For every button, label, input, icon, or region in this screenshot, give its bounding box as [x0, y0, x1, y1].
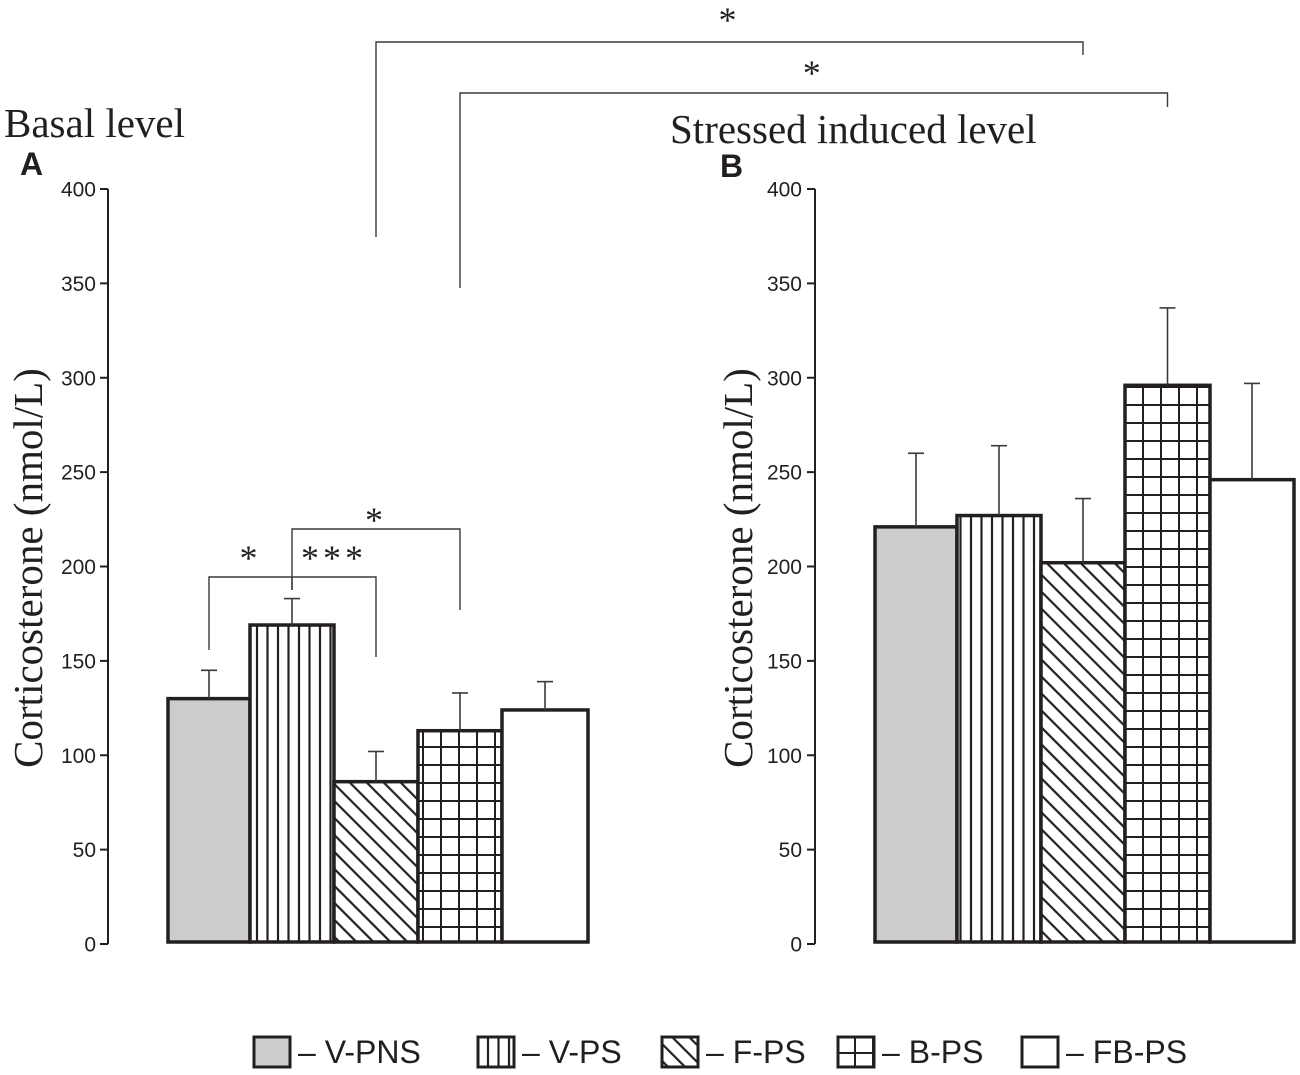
legend-item-fb-ps: – FB-PS — [1020, 1034, 1187, 1070]
panel-a-y-tick-label-150: 150 — [61, 650, 96, 673]
panel-b-error-bar-v-ps — [991, 444, 1007, 516]
panel-a-y-tick-label-0: 0 — [84, 934, 96, 957]
panel-b-bar-fb-ps — [1208, 477, 1296, 944]
panel-a-letter: A — [20, 146, 43, 182]
panel-b-y-tick-label-150: 150 — [767, 650, 802, 673]
legend-category-name: FB-PS — [1093, 1034, 1187, 1070]
legend-item-f-ps: – F-PS — [660, 1034, 806, 1070]
legend-category-name: B-PS — [909, 1034, 984, 1070]
panel-a-error-bar-fb-ps — [537, 680, 553, 710]
cross-significance-label-2: * — [803, 53, 825, 93]
panel-a-error-bar-b-ps — [452, 692, 468, 731]
panel-b-error-bar-v-pns — [908, 452, 924, 527]
cross-significance-bracket-1 — [375, 41, 1084, 237]
legend-swatch-f-ps — [660, 1035, 700, 1069]
panel-b-title: Stressed induced level — [670, 106, 1037, 152]
cross-significance-bracket-2 — [459, 92, 1169, 288]
panel-a-significance-bracket-3 — [291, 528, 461, 610]
legend-swatch-fb-ps — [1020, 1035, 1060, 1069]
panel-a-significance-label-1: * — [240, 538, 262, 578]
legend-label-v-pns: – V-PNS — [298, 1034, 421, 1070]
panel-a-y-tick-label-100: 100 — [61, 745, 96, 768]
panel-a-y-axis-label: Corticosterone (nmol/L) — [5, 368, 51, 768]
panel-a-y-tick-label-50: 50 — [73, 839, 96, 862]
panel-b-bar-f-ps — [1039, 560, 1127, 944]
panel-b-y-axis-label: Corticosterone (nmol/L) — [715, 368, 761, 768]
legend-item-v-pns: – V-PNS — [252, 1034, 421, 1070]
panel-a-y-tick-label-300: 300 — [61, 367, 96, 390]
legend-swatch-v-pns — [252, 1035, 292, 1069]
panel-b-y-tick-label-100: 100 — [767, 745, 802, 768]
panel-a-bar-b-ps — [416, 728, 504, 944]
legend-category-name: F-PS — [733, 1034, 806, 1070]
panel-a-title: Basal level — [4, 100, 185, 146]
panel-a-bar-f-ps — [332, 779, 420, 944]
legend-item-v-ps: – V-PS — [476, 1034, 622, 1070]
panel-a-error-bar-v-ps — [284, 597, 300, 626]
legend-label-b-ps: – B-PS — [882, 1034, 983, 1070]
legend-dash: – — [706, 1034, 724, 1070]
legend-item-b-ps: – B-PS — [836, 1034, 983, 1070]
panel-a-y-tick-label-350: 350 — [61, 273, 96, 296]
panel-a-y-tick-label-250: 250 — [61, 462, 96, 485]
panel-a-error-bar-f-ps — [368, 750, 384, 782]
panel-a-bar-v-pns — [166, 696, 252, 944]
panel-a-error-bar-v-pns — [201, 669, 217, 699]
cross-significance-label-1: * — [719, 0, 741, 40]
legend-dash: – — [1066, 1034, 1084, 1070]
panel-a-y-tick-label-200: 200 — [61, 556, 96, 579]
panel-a-significance-label-3: * — [365, 500, 387, 540]
panel-a-significance-bracket-2 — [291, 576, 377, 657]
panel-b-y-tick-label-50: 50 — [779, 839, 802, 862]
panel-b-y-tick-label-0: 0 — [790, 934, 802, 957]
legend: – V-PNS – V-PS – F-PS – B-PS – FB-PS — [252, 1034, 1187, 1070]
panel-b-y-tick-label-300: 300 — [767, 367, 802, 390]
panel-b-error-bar-f-ps — [1075, 497, 1091, 563]
panel-a-bar-fb-ps — [500, 708, 590, 944]
panel-b-bar-v-pns — [873, 525, 959, 944]
legend-category-name: V-PNS — [325, 1034, 421, 1070]
panel-b-y-tick-label-400: 400 — [767, 179, 802, 202]
panel-b-y-tick-label-350: 350 — [767, 273, 802, 296]
panel-b-bar-v-ps — [955, 513, 1043, 944]
legend-label-f-ps: – F-PS — [706, 1034, 806, 1070]
panel-a-bar-v-ps — [248, 623, 336, 944]
legend-label-fb-ps: – FB-PS — [1066, 1034, 1187, 1070]
panel-b-bar-b-ps — [1123, 383, 1212, 944]
panel-b-y-tick-label-200: 200 — [767, 556, 802, 579]
panel-b-error-bar-b-ps — [1159, 307, 1176, 386]
panel-b-letter: B — [720, 148, 743, 184]
panel-b-error-bar-fb-ps — [1244, 382, 1260, 480]
legend-dash: – — [882, 1034, 900, 1070]
legend-swatch-b-ps — [836, 1035, 876, 1069]
legend-dash: – — [522, 1034, 540, 1070]
cross-panel-significance: ** — [375, 0, 1169, 288]
legend-swatch-v-ps — [476, 1035, 516, 1069]
legend-label-v-ps: – V-PS — [522, 1034, 622, 1070]
panel-b-plot: 0 50 100 150 200 250 300 350 400 — [767, 179, 1296, 957]
legend-dash: – — [298, 1034, 316, 1070]
panel-a-significance-label-2: *** — [301, 538, 367, 578]
panel-a-y-tick-label-400: 400 — [61, 179, 96, 202]
legend-category-name: V-PS — [549, 1034, 622, 1070]
panel-b-y-tick-label-250: 250 — [767, 462, 802, 485]
